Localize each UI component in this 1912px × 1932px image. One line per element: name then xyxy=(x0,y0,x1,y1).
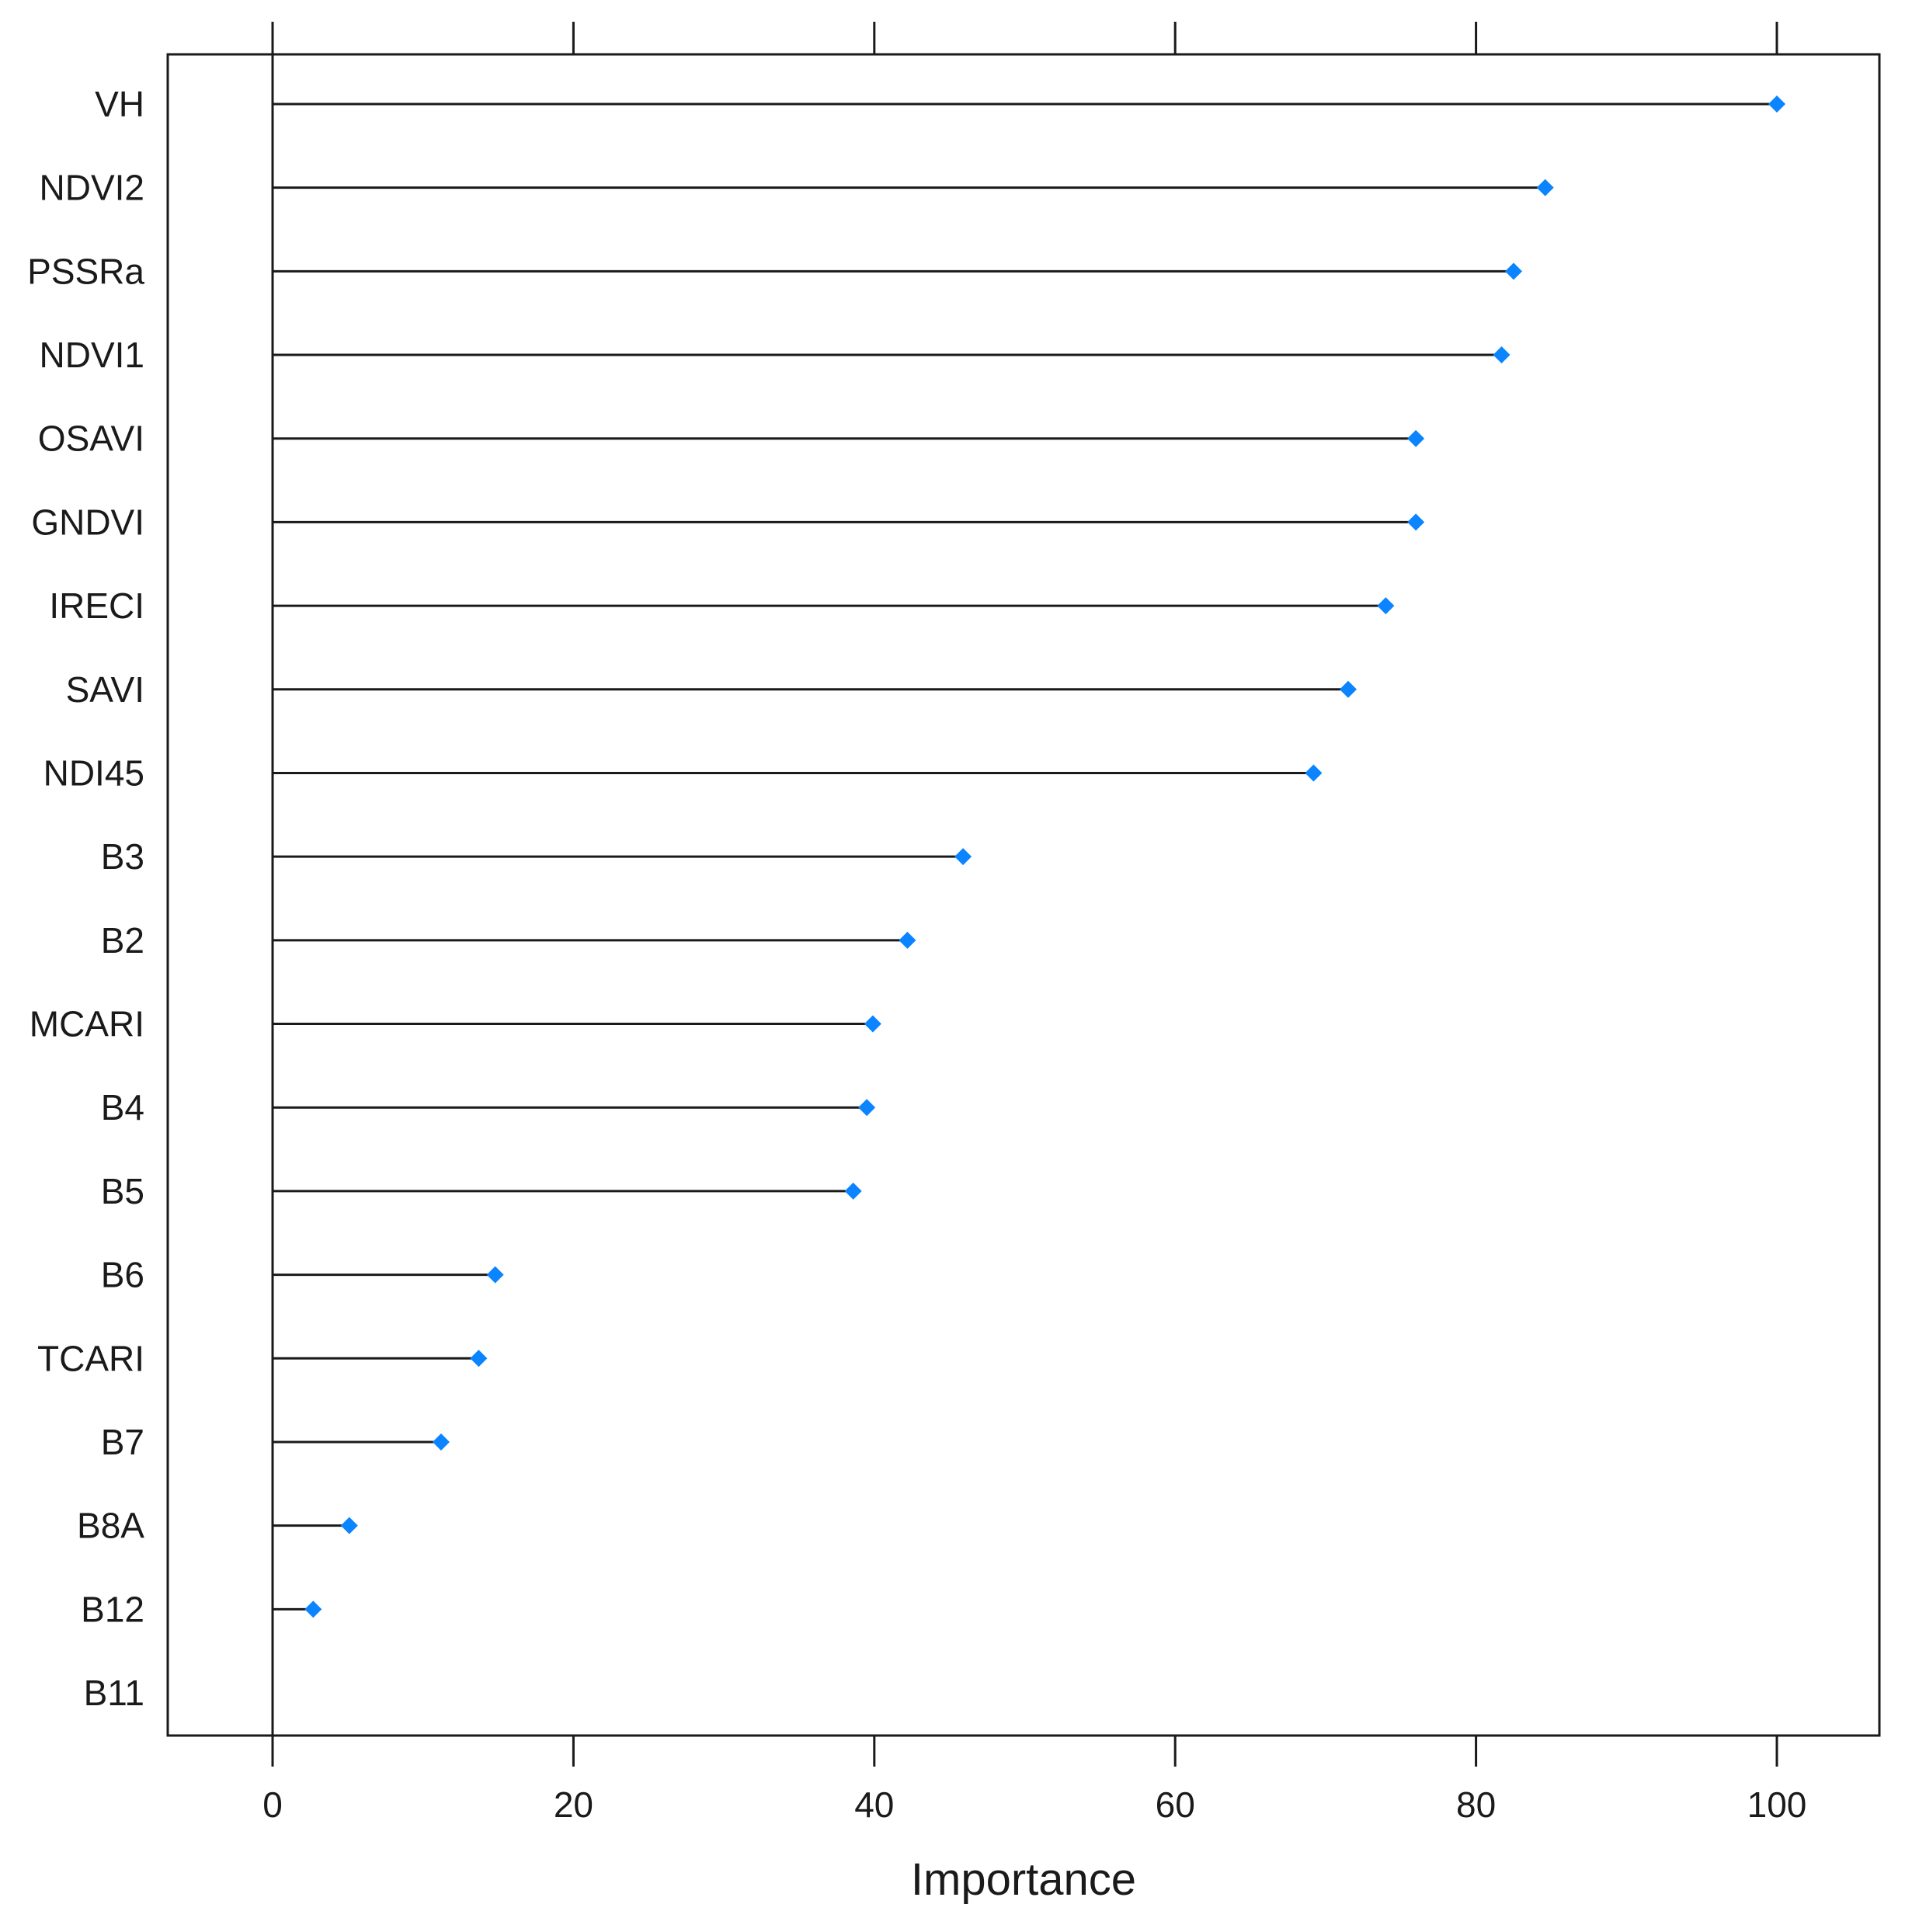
category-label-b7: B7 xyxy=(101,1422,144,1462)
marker-tcari xyxy=(470,1350,488,1367)
marker-ndi45 xyxy=(1305,764,1323,782)
category-label-b2: B2 xyxy=(101,920,144,961)
x-tick-label: 100 xyxy=(1747,1784,1807,1825)
category-label-b11: B11 xyxy=(84,1673,144,1713)
marker-vh xyxy=(1768,96,1785,113)
tick-labels: 0 20 40 60 80 100 xyxy=(262,1784,1806,1825)
axis-ticks xyxy=(271,22,1778,1767)
category-label-vh: VH xyxy=(95,84,144,124)
marker-pssra xyxy=(1505,262,1523,280)
marker-b3 xyxy=(954,848,972,866)
category-label-b6: B6 xyxy=(101,1255,144,1295)
category-label-tcari: TCARI xyxy=(37,1338,144,1378)
marker-b2 xyxy=(899,931,916,949)
marker-ndvi2 xyxy=(1536,179,1554,196)
category-label-b5: B5 xyxy=(101,1171,144,1211)
marker-b8a xyxy=(340,1517,358,1534)
x-tick-label: 80 xyxy=(1456,1784,1496,1825)
marker-b12 xyxy=(304,1600,322,1618)
x-axis-title: Importance xyxy=(911,1854,1136,1905)
category-label-ndvi2: NDVI2 xyxy=(40,168,144,208)
category-labels: VH NDVI2 PSSRa NDVI1 OSAVI GNDVI IRECI SAVI NDI4… xyxy=(27,84,144,1713)
marker-b4 xyxy=(858,1099,876,1117)
category-label-b8a: B8A xyxy=(77,1506,144,1546)
category-label-b4: B4 xyxy=(101,1087,144,1128)
marker-savi xyxy=(1339,680,1357,698)
marker-ireci xyxy=(1377,597,1395,615)
x-tick-label: 0 xyxy=(262,1784,283,1825)
marker-mcari xyxy=(864,1015,881,1033)
marker-gndvi xyxy=(1407,513,1425,531)
category-label-gndvi: GNDVI xyxy=(31,502,144,542)
category-label-ndvi1: NDVI1 xyxy=(40,335,144,375)
category-label-ireci: IRECI xyxy=(49,586,144,626)
category-label-b12: B12 xyxy=(81,1589,144,1629)
category-label-mcari: MCARI xyxy=(30,1004,144,1044)
stems xyxy=(273,103,1777,1611)
x-tick-label: 40 xyxy=(854,1784,894,1825)
plot-frame xyxy=(166,53,1881,1737)
marker-b5 xyxy=(844,1182,862,1200)
x-tick-label: 60 xyxy=(1156,1784,1195,1825)
category-label-savi: SAVI xyxy=(66,669,144,710)
category-label-osavi: OSAVI xyxy=(38,419,144,459)
category-label-b3: B3 xyxy=(101,836,144,877)
markers xyxy=(304,96,1785,1618)
marker-osavi xyxy=(1407,429,1425,447)
marker-b7 xyxy=(432,1433,450,1451)
marker-b6 xyxy=(486,1266,504,1284)
category-label-pssra: PSSRa xyxy=(27,251,144,291)
category-label-ndi45: NDI45 xyxy=(43,752,144,793)
x-tick-label: 20 xyxy=(554,1784,593,1825)
marker-ndvi1 xyxy=(1493,346,1510,364)
